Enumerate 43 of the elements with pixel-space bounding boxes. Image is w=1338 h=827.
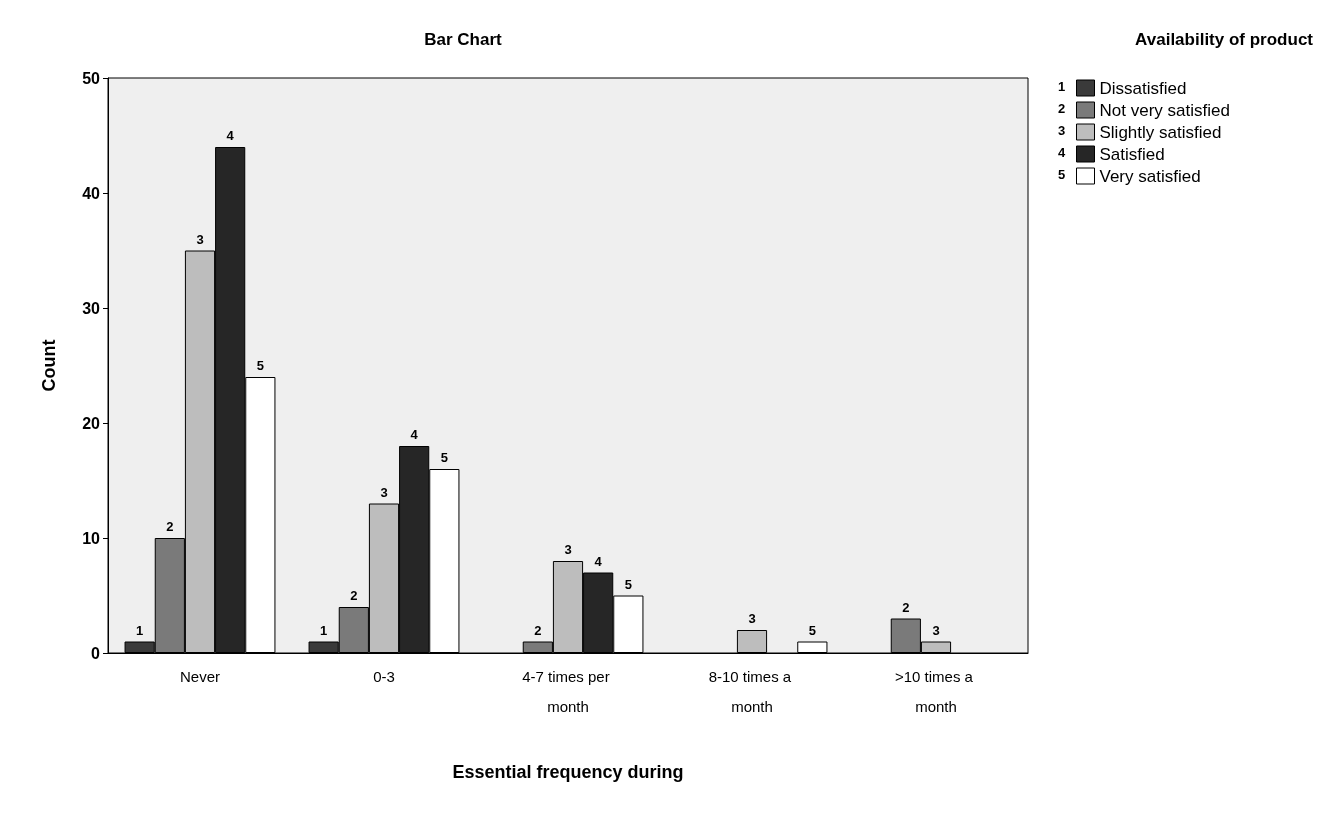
annotation: 1 bbox=[320, 622, 328, 638]
legend-label: Very satisfied bbox=[1099, 166, 1201, 186]
annotation: 3 bbox=[196, 231, 204, 247]
legend-label: Not very satisfied bbox=[1099, 100, 1230, 120]
annotation: 5 bbox=[624, 576, 632, 592]
annotation: 1 bbox=[136, 622, 144, 638]
annotation: 3 bbox=[932, 622, 940, 638]
annotation: 2 bbox=[166, 519, 174, 534]
annotation: 4 bbox=[594, 553, 603, 569]
y-tick-label: 50 bbox=[82, 69, 101, 87]
y-tick-label: 30 bbox=[82, 299, 101, 317]
y-tick-label: 10 bbox=[82, 529, 101, 547]
legend-label: Dissatisfied bbox=[1099, 78, 1187, 98]
annotation: 3 bbox=[380, 484, 388, 500]
x-tick-label: 8-10 times a month bbox=[708, 667, 796, 715]
annotation: 4 bbox=[410, 427, 419, 442]
text: 5 bbox=[1058, 167, 1066, 182]
annotation: 4 bbox=[226, 128, 235, 143]
x-tick-label: >10 times a month bbox=[894, 667, 978, 715]
annotation: 5 bbox=[256, 358, 264, 373]
annotation: 5 bbox=[808, 622, 816, 638]
annotation: 2 bbox=[350, 588, 358, 603]
annotation: 3 bbox=[564, 542, 572, 557]
y-tick-label: 40 bbox=[82, 184, 101, 202]
x-tick-label: 0-3 bbox=[373, 667, 395, 685]
annotation: 5 bbox=[440, 450, 448, 465]
legend-label: Slightly satisfied bbox=[1099, 122, 1222, 142]
x-tick-label: Never bbox=[179, 667, 221, 685]
text: 3 bbox=[1058, 123, 1066, 138]
y-tick-label: 20 bbox=[82, 414, 101, 432]
y-tick-label: 0 bbox=[91, 644, 101, 662]
text: 2 bbox=[1058, 101, 1066, 116]
legend-title: Availability of product bbox=[1135, 30, 1314, 49]
chart-title: Bar Chart bbox=[424, 30, 503, 49]
annotation: 2 bbox=[534, 622, 542, 638]
text: 4 bbox=[1058, 145, 1066, 160]
y-axis-title: Count bbox=[39, 339, 59, 392]
text: 1 bbox=[1058, 79, 1066, 94]
x-axis-title: Essential frequency during bbox=[452, 762, 684, 782]
annotation: 3 bbox=[748, 611, 756, 626]
legend-label: Satisfied bbox=[1099, 144, 1165, 164]
x-tick-label: 4-7 times per month bbox=[522, 667, 614, 715]
annotation: 2 bbox=[902, 599, 910, 615]
